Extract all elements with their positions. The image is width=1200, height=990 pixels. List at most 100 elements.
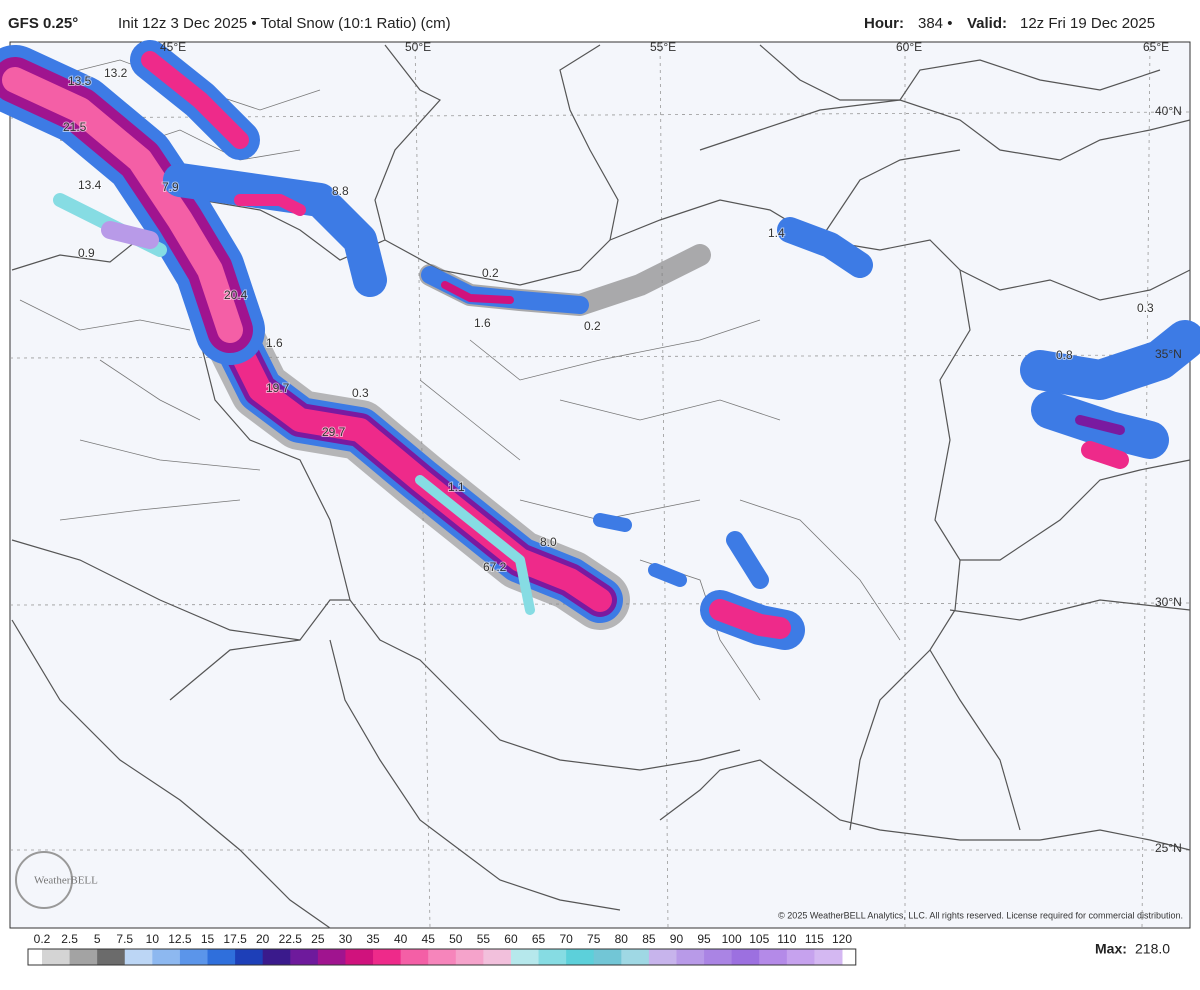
value-label: 1.6	[474, 316, 491, 330]
value-label: 8.8	[332, 184, 349, 198]
lon-label: 50°E	[405, 40, 431, 54]
colorbar-label: 95	[697, 932, 711, 946]
colorbar-segment	[373, 949, 402, 965]
colorbar-label: 15	[201, 932, 215, 946]
colorbar-segment	[124, 949, 153, 965]
value-label: 0.3	[352, 386, 369, 400]
hour: 384 •	[918, 15, 952, 32]
value-label: 1.4	[768, 226, 785, 240]
colorbar-label: 20	[256, 932, 270, 946]
value-label: 8.0	[540, 535, 557, 549]
colorbar-label: 115	[805, 932, 824, 946]
value-label: 67.2	[483, 560, 507, 574]
colorbar-segment	[179, 949, 209, 965]
colorbar-label: 85	[642, 932, 656, 946]
value-label: 0.8	[1056, 348, 1073, 362]
valid-time: 12z Fri 19 Dec 2025	[1020, 15, 1155, 32]
value-label: 13.2	[104, 66, 128, 80]
colorbar-segment	[400, 949, 429, 965]
colorbar-label: 60	[504, 932, 518, 946]
colorbar-segment	[814, 949, 843, 965]
colorbar-segment	[42, 949, 71, 965]
colorbar-segment	[759, 949, 788, 965]
lon-label: 55°E	[650, 40, 676, 54]
colorbar-label: 75	[587, 932, 601, 946]
colorbar-label: 55	[477, 932, 491, 946]
colorbar-label: 25	[311, 932, 325, 946]
value-label: 21.5	[63, 120, 87, 134]
logo: WeatherBELL	[34, 875, 98, 887]
colorbar-label: 90	[670, 932, 684, 946]
colorbar-label: 22.5	[279, 932, 303, 946]
colorbar-segment	[345, 949, 374, 965]
hour-label: Hour:	[864, 15, 904, 32]
colorbar-label: 40	[394, 932, 408, 946]
colorbar-label: 2.5	[61, 932, 78, 946]
colorbar-label: 70	[559, 932, 573, 946]
colorbar-segment	[510, 949, 540, 965]
colorbar-label: 80	[615, 932, 629, 946]
colorbar-segment	[731, 949, 760, 965]
value-label: 1.6	[266, 336, 283, 350]
lat-label: 35°N	[1155, 347, 1182, 361]
value-label: 13.4	[78, 178, 102, 192]
value-label: 0.9	[78, 246, 95, 260]
colorbar-segment	[704, 949, 733, 965]
colorbar-label: 5	[94, 932, 101, 946]
colorbar-segment	[648, 949, 677, 965]
colorbar-segment	[262, 949, 291, 965]
value-label: 20.4	[224, 288, 248, 302]
colorbar-label: 45	[422, 932, 436, 946]
colorbar-segment	[676, 949, 705, 965]
value-label: 0.3	[1137, 301, 1154, 315]
colorbar-label: 30	[339, 932, 353, 946]
lat-label: 25°N	[1155, 841, 1182, 855]
model-name: GFS 0.25°	[8, 15, 78, 32]
value-label: 13.5	[68, 74, 92, 88]
lat-label: 30°N	[1155, 595, 1182, 609]
value-label: 0.2	[482, 266, 499, 280]
colorbar-segment	[152, 949, 181, 965]
copyright: © 2025 WeatherBELL Analytics, LLC. All r…	[778, 910, 1183, 920]
value-label: 29.7	[322, 425, 346, 439]
lon-label: 65°E	[1143, 40, 1169, 54]
snow-areas	[0, 40, 1200, 650]
value-label: 0.2	[584, 319, 601, 333]
colorbar-segment	[317, 949, 346, 965]
colorbar-label: 105	[749, 932, 769, 946]
colorbar-segment	[455, 949, 484, 965]
colorbar-label: 17.5	[223, 932, 247, 946]
colorbar-label: 0.2	[34, 932, 51, 946]
colorbar-frame	[27, 948, 857, 966]
value-label: 7.9	[162, 180, 179, 194]
colorbar-segment	[235, 949, 264, 965]
colorbar-label: 12.5	[168, 932, 192, 946]
value-label: 19.7	[266, 381, 290, 395]
colorbar-label: 10	[146, 932, 160, 946]
colorbar-segment	[69, 949, 98, 965]
colorbar-segment	[290, 949, 319, 965]
lon-label: 45°E	[160, 40, 186, 54]
logo-mark	[15, 851, 73, 909]
colorbar-label: 110	[777, 932, 796, 946]
valid-label: Valid:	[967, 15, 1007, 32]
colorbar-segment	[428, 949, 457, 965]
colorbar-label: 120	[832, 932, 852, 946]
colorbar-label: 7.5	[116, 932, 133, 946]
colorbar-segment	[593, 949, 622, 965]
max-value: 218.0	[1135, 941, 1170, 957]
colorbar-label: 35	[366, 932, 380, 946]
colorbar-segment	[786, 949, 815, 965]
run-info: Init 12z 3 Dec 2025 • Total Snow (10:1 R…	[118, 15, 451, 32]
colorbar-segment	[97, 949, 126, 965]
colorbar-segment	[538, 949, 567, 965]
max-label: Max:	[1095, 941, 1127, 957]
colorbar-segment	[207, 949, 236, 965]
lon-label: 60°E	[896, 40, 922, 54]
lat-label: 40°N	[1155, 104, 1182, 118]
colorbar-segment	[621, 949, 650, 965]
colorbar-label: 65	[532, 932, 546, 946]
colorbar: 0.2 2.5 5 7.5 10 12.5 15 17.5 20 22.5 25 30 35 40 45 50…	[27, 932, 857, 966]
